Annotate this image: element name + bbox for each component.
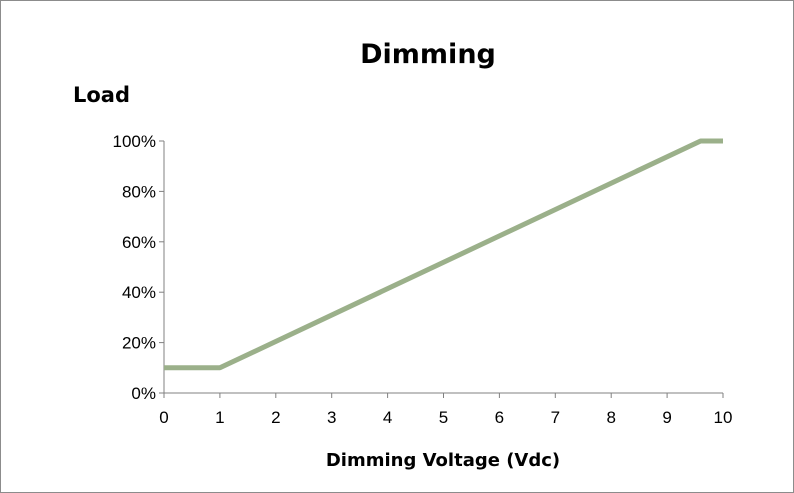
x-tick-label: 1	[215, 408, 224, 427]
x-tick-label: 10	[714, 408, 733, 427]
tick-labels: 0% 20% 40% 60% 80% 100% 0 1 2 3 4 5 6 7 8 9 10	[113, 132, 733, 427]
y-axis-label: Load	[73, 83, 130, 107]
y-tick-label: 60%	[122, 233, 156, 252]
x-tick-label: 3	[327, 408, 336, 427]
x-tick-label: 8	[606, 408, 615, 427]
x-axis-label: Dimming Voltage (Vdc)	[326, 450, 560, 471]
chart-title: Dimming	[360, 39, 496, 70]
x-tick-label: 6	[495, 408, 504, 427]
y-tick-label: 40%	[122, 283, 156, 302]
x-tick-label: 2	[271, 408, 280, 427]
y-tick-label: 100%	[113, 132, 156, 151]
y-tick-label: 20%	[122, 334, 156, 353]
y-tick-label: 80%	[122, 182, 156, 201]
x-tick-label: 0	[159, 408, 168, 427]
series-line	[164, 138, 723, 371]
x-tick-label: 7	[551, 408, 560, 427]
series-layer	[164, 138, 723, 371]
x-tick-label: 5	[439, 408, 448, 427]
x-tick-label: 9	[662, 408, 671, 427]
x-tick-label: 4	[383, 408, 392, 427]
axes	[159, 140, 724, 398]
y-tick-label: 0%	[131, 384, 156, 403]
